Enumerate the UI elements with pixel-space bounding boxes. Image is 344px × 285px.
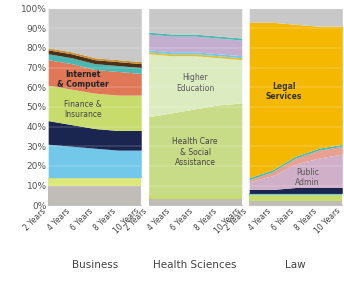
- Text: Internet
& Computer: Internet & Computer: [57, 70, 109, 89]
- Text: Law: Law: [286, 260, 306, 270]
- Text: Health Care
& Social
Assistance: Health Care & Social Assistance: [172, 137, 218, 167]
- Text: Higher
Education: Higher Education: [176, 73, 214, 93]
- Text: Health Sciences: Health Sciences: [153, 260, 237, 270]
- Text: Finance &
Insurance: Finance & Insurance: [64, 99, 102, 119]
- Text: Public
Admin: Public Admin: [295, 168, 320, 187]
- Text: Legal
Services: Legal Services: [266, 82, 302, 101]
- Text: Business: Business: [72, 260, 118, 270]
